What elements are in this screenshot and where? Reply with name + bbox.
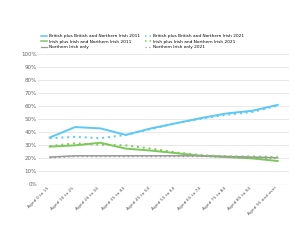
Legend: British plus British and Northern Irish 2011, Irish plus Irish and Northern Iris: British plus British and Northern Irish … [40, 34, 244, 49]
